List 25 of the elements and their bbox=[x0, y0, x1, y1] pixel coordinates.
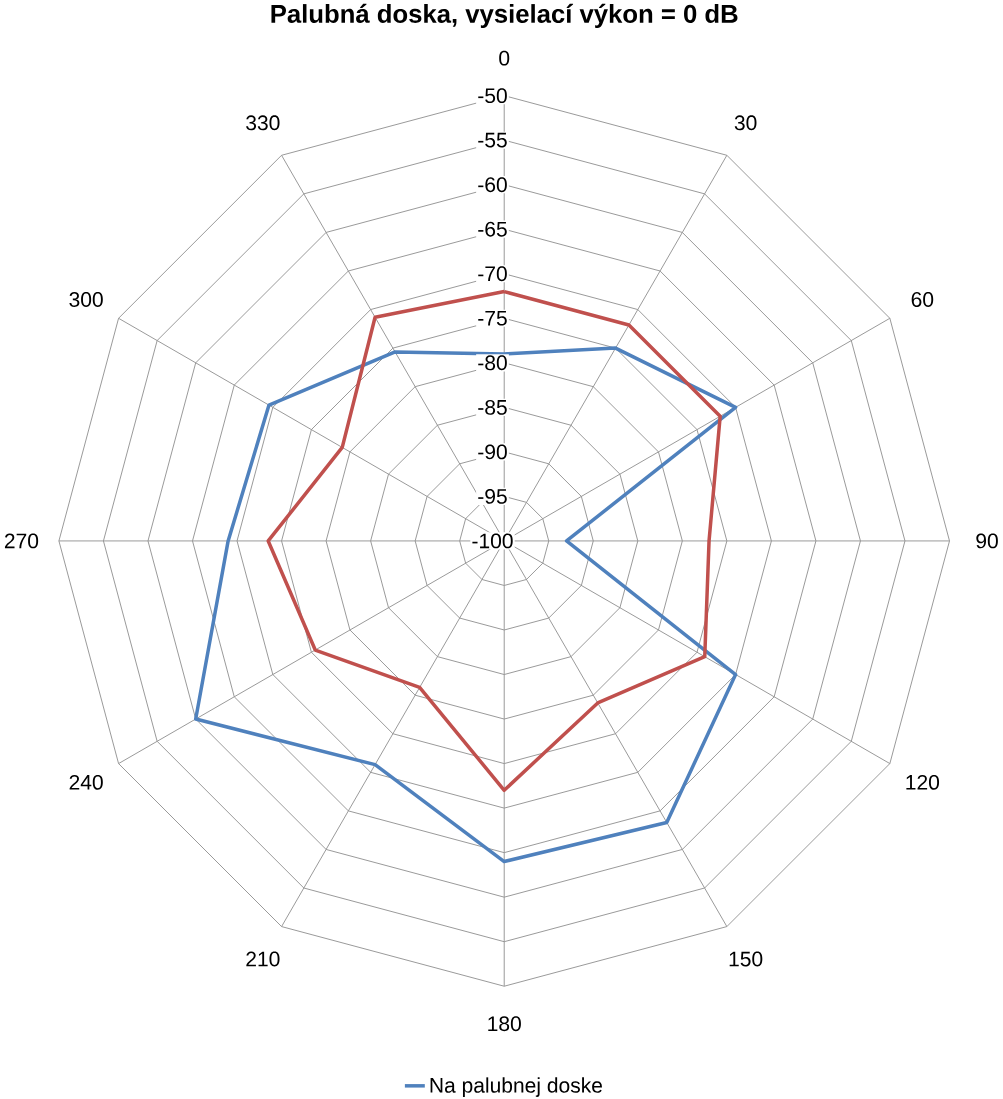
y-tick-label: -100 bbox=[472, 533, 513, 549]
spoke-label: 330 bbox=[246, 115, 280, 131]
spoke-label: 0 bbox=[499, 50, 510, 66]
spoke-label: 150 bbox=[729, 951, 763, 967]
chart-title: Palubná doska, vysielací výkon = 0 dB bbox=[271, 3, 738, 29]
spoke-label: 60 bbox=[911, 292, 934, 307]
spoke-label: 300 bbox=[69, 292, 104, 307]
y-tick-label: -80 bbox=[478, 355, 508, 371]
y-tick-label: -85 bbox=[478, 399, 507, 415]
y-tick-label: -70 bbox=[478, 266, 508, 282]
y-tick-label: -95 bbox=[478, 488, 507, 504]
spoke-label: 270 bbox=[5, 533, 39, 549]
y-tick-label: -75 bbox=[478, 310, 507, 326]
legend-label: Na palubnej doske bbox=[430, 1077, 603, 1097]
y-tick-label: -60 bbox=[478, 177, 508, 193]
y-tick-label: -55 bbox=[478, 132, 507, 148]
spoke-label: 120 bbox=[906, 774, 940, 790]
spoke-label: 30 bbox=[734, 115, 757, 131]
y-tick-label: -65 bbox=[478, 221, 507, 237]
spoke-label: 240 bbox=[69, 774, 104, 790]
y-tick-label: -50 bbox=[478, 88, 508, 104]
spoke-label: 180 bbox=[488, 1016, 522, 1032]
spoke-label: 90 bbox=[976, 533, 999, 549]
y-tick-label: -90 bbox=[478, 444, 508, 460]
spoke-label: 210 bbox=[246, 951, 280, 967]
